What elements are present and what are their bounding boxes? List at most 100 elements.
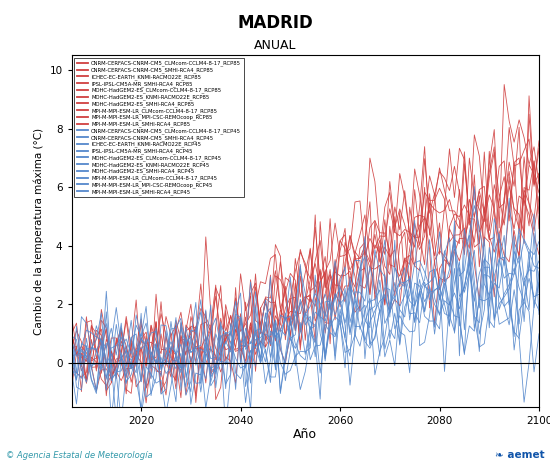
MOHC-HadGEM2-ES_SMHI-RCA4_RCP45 — [421, 280, 428, 285]
MOHC-HadGEM2-ES_KNMI-RACMO22E_RCP85 — [88, 358, 95, 364]
MOHC-HadGEM2-ES_CLMcom-CCLM4-8-17_RCP85 — [143, 385, 150, 390]
ICHEC-EC-EARTH_KNMI-RACMO22E_RCP45 — [536, 331, 542, 336]
MPI-M-MPI-ESM-LR_SMHI-RCA4_RCP45 — [158, 355, 164, 360]
ICHEC-EC-EARTH_KNMI-RACMO22E_RCP45 — [402, 333, 408, 338]
CNRM-CERFACS-CNRM-CM5_SMHI-RCA4_RCP85 — [526, 93, 532, 98]
MOHC-HadGEM2-ES_SMHI-RCA4_RCP85 — [153, 320, 159, 325]
ICHEC-EC-EARTH_KNMI-RACMO22E_RCP85 — [421, 215, 428, 220]
MPI-M-MPI-ESM-LR_SMHI-RCA4_RCP85 — [416, 228, 423, 234]
MOHC-HadGEM2-ES_KNMI-RACMO22E_RCP85 — [421, 144, 428, 149]
MPI-M-MPI-ESM-LR_CLMcom-CCLM4-8-17_RCP85 — [392, 297, 398, 302]
MOHC-HadGEM2-ES_SMHI-RCA4_RCP45 — [108, 416, 114, 422]
MOHC-HadGEM2-ES_KNMI-RACMO22E_RCP45 — [421, 277, 428, 282]
MPI-M-MPI-ESM-LR_MPI-CSC-REMOcoop_RCP45 — [531, 231, 537, 236]
CNRM-CERFACS-CNRM-CM5_CLMcom-CCLM4-8-17_RCP45 — [511, 233, 518, 239]
Text: ANUAL: ANUAL — [254, 39, 296, 52]
IPSL-IPSL-CM5A-MR_SMHI-RCA4_RCP85 — [392, 230, 398, 235]
MOHC-HadGEM2-ES_KNMI-RACMO22E_RCP45 — [416, 287, 423, 292]
Line: MOHC-HadGEM2-ES_CLMcom-CCLM4-8-17_RCP45: MOHC-HadGEM2-ES_CLMcom-CCLM4-8-17_RCP45 — [72, 198, 539, 421]
IPSL-IPSL-CM5A-MR_SMHI-RCA4_RCP45 — [471, 184, 477, 189]
CNRM-CERFACS-CNRM-CM5_CLMcom-CCLM4-8-17_RCP85 — [392, 293, 398, 299]
CNRM-CERFACS-CNRM-CM5_SMHI-RCA4_RCP45 — [68, 389, 75, 395]
IPSL-IPSL-CM5A-MR_SMHI-RCA4_RCP45 — [158, 322, 164, 328]
MOHC-HadGEM2-ES_CLMcom-CCLM4-8-17_RCP85 — [501, 82, 508, 87]
IPSL-IPSL-CM5A-MR_SMHI-RCA4_RCP45 — [392, 289, 398, 294]
MOHC-HadGEM2-ES_SMHI-RCA4_RCP45 — [402, 323, 408, 328]
CNRM-CERFACS-CNRM-CM5_SMHI-RCA4_RCP45 — [88, 346, 95, 352]
MOHC-HadGEM2-ES_SMHI-RCA4_RCP45 — [416, 291, 423, 297]
IPSL-IPSL-CM5A-MR_SMHI-RCA4_RCP85 — [153, 366, 159, 372]
CNRM-CERFACS-CNRM-CM5_SMHI-RCA4_RCP85 — [402, 256, 408, 262]
MPI-M-MPI-ESM-LR_MPI-CSC-REMOcoop_RCP45 — [93, 391, 100, 396]
MPI-M-MPI-ESM-LR_CLMcom-CCLM4-8-17_RCP45 — [68, 365, 75, 371]
MPI-M-MPI-ESM-LR_CLMcom-CCLM4-8-17_RCP85 — [421, 214, 428, 219]
IPSL-IPSL-CM5A-MR_SMHI-RCA4_RCP45 — [416, 283, 423, 289]
MPI-M-MPI-ESM-LR_SMHI-RCA4_RCP45 — [88, 376, 95, 382]
Line: MOHC-HadGEM2-ES_SMHI-RCA4_RCP45: MOHC-HadGEM2-ES_SMHI-RCA4_RCP45 — [72, 229, 539, 419]
Line: MPI-M-MPI-ESM-LR_CLMcom-CCLM4-8-17_RCP45: MPI-M-MPI-ESM-LR_CLMcom-CCLM4-8-17_RCP45 — [72, 236, 539, 410]
MPI-M-MPI-ESM-LR_MPI-CSC-REMOcoop_RCP45 — [158, 360, 164, 366]
CNRM-CERFACS-CNRM-CM5_SMHI-RCA4_RCP85 — [392, 265, 398, 270]
CNRM-CERFACS-CNRM-CM5_SMHI-RCA4_RCP85 — [416, 243, 423, 248]
MPI-M-MPI-ESM-LR_CLMcom-CCLM4-8-17_RCP85 — [68, 341, 75, 347]
Legend: CNRM-CERFACS-CNRM-CM5_CLMcom-CCLM4-8-17_RCP85, CNRM-CERFACS-CNRM-CM5_SMHI-RCA4_R: CNRM-CERFACS-CNRM-CM5_CLMcom-CCLM4-8-17_… — [74, 58, 244, 197]
MOHC-HadGEM2-ES_CLMcom-CCLM4-8-17_RCP85 — [416, 192, 423, 198]
MPI-M-MPI-ESM-LR_CLMcom-CCLM4-8-17_RCP85 — [536, 226, 542, 231]
MOHC-HadGEM2-ES_CLMcom-CCLM4-8-17_RCP45 — [506, 195, 513, 201]
MPI-M-MPI-ESM-LR_SMHI-RCA4_RCP85 — [158, 351, 164, 357]
ICHEC-EC-EARTH_KNMI-RACMO22E_RCP85 — [416, 223, 423, 228]
IPSL-IPSL-CM5A-MR_SMHI-RCA4_RCP85 — [173, 386, 179, 392]
IPSL-IPSL-CM5A-MR_SMHI-RCA4_RCP45 — [143, 395, 150, 400]
CNRM-CERFACS-CNRM-CM5_CLMcom-CCLM4-8-17_RCP45 — [416, 277, 423, 282]
Line: ICHEC-EC-EARTH_KNMI-RACMO22E_RCP85: ICHEC-EC-EARTH_KNMI-RACMO22E_RCP85 — [72, 161, 539, 387]
MPI-M-MPI-ESM-LR_CLMcom-CCLM4-8-17_RCP85 — [207, 371, 214, 376]
CNRM-CERFACS-CNRM-CM5_CLMcom-CCLM4-8-17_RCP85 — [88, 363, 95, 368]
ICHEC-EC-EARTH_KNMI-RACMO22E_RCP45 — [421, 284, 428, 289]
IPSL-IPSL-CM5A-MR_SMHI-RCA4_RCP85 — [421, 156, 428, 161]
ICHEC-EC-EARTH_KNMI-RACMO22E_RCP85 — [402, 284, 408, 290]
MOHC-HadGEM2-ES_CLMcom-CCLM4-8-17_RCP45 — [118, 419, 124, 424]
MPI-M-MPI-ESM-LR_MPI-CSC-REMOcoop_RCP85 — [402, 255, 408, 261]
MPI-M-MPI-ESM-LR_CLMcom-CCLM4-8-17_RCP45 — [88, 345, 95, 350]
MOHC-HadGEM2-ES_CLMcom-CCLM4-8-17_RCP85 — [402, 222, 408, 227]
MOHC-HadGEM2-ES_SMHI-RCA4_RCP85 — [88, 318, 95, 323]
MOHC-HadGEM2-ES_KNMI-RACMO22E_RCP85 — [536, 190, 542, 195]
CNRM-CERFACS-CNRM-CM5_CLMcom-CCLM4-8-17_RCP45 — [222, 426, 229, 432]
MOHC-HadGEM2-ES_SMHI-RCA4_RCP45 — [536, 308, 542, 313]
MOHC-HadGEM2-ES_SMHI-RCA4_RCP45 — [68, 334, 75, 340]
Line: IPSL-IPSL-CM5A-MR_SMHI-RCA4_RCP85: IPSL-IPSL-CM5A-MR_SMHI-RCA4_RCP85 — [72, 114, 539, 389]
MOHC-HadGEM2-ES_SMHI-RCA4_RCP45 — [158, 359, 164, 365]
ICHEC-EC-EARTH_KNMI-RACMO22E_RCP85 — [531, 158, 537, 164]
MPI-M-MPI-ESM-LR_CLMcom-CCLM4-8-17_RCP85 — [531, 158, 537, 164]
IPSL-IPSL-CM5A-MR_SMHI-RCA4_RCP85 — [68, 346, 75, 352]
MPI-M-MPI-ESM-LR_SMHI-RCA4_RCP45 — [392, 310, 398, 316]
MPI-M-MPI-ESM-LR_SMHI-RCA4_RCP85 — [68, 363, 75, 368]
MOHC-HadGEM2-ES_KNMI-RACMO22E_RCP85 — [426, 232, 433, 238]
IPSL-IPSL-CM5A-MR_SMHI-RCA4_RCP85 — [402, 227, 408, 232]
ICHEC-EC-EARTH_KNMI-RACMO22E_RCP45 — [68, 367, 75, 373]
IPSL-IPSL-CM5A-MR_SMHI-RCA4_RCP45 — [421, 299, 428, 304]
MOHC-HadGEM2-ES_SMHI-RCA4_RCP85 — [68, 346, 75, 351]
CNRM-CERFACS-CNRM-CM5_CLMcom-CCLM4-8-17_RCP45 — [153, 340, 159, 346]
IPSL-IPSL-CM5A-MR_SMHI-RCA4_RCP85 — [88, 323, 95, 328]
CNRM-CERFACS-CNRM-CM5_SMHI-RCA4_RCP85 — [536, 170, 542, 176]
MOHC-HadGEM2-ES_SMHI-RCA4_RCP45 — [392, 326, 398, 332]
Line: CNRM-CERFACS-CNRM-CM5_SMHI-RCA4_RCP85: CNRM-CERFACS-CNRM-CM5_SMHI-RCA4_RCP85 — [72, 96, 539, 395]
MOHC-HadGEM2-ES_SMHI-RCA4_RCP85 — [416, 213, 423, 218]
MOHC-HadGEM2-ES_KNMI-RACMO22E_RCP85 — [416, 204, 423, 210]
Text: © Agencia Estatal de Meteorología: © Agencia Estatal de Meteorología — [6, 451, 152, 460]
MOHC-HadGEM2-ES_CLMcom-CCLM4-8-17_RCP85 — [88, 361, 95, 366]
IPSL-IPSL-CM5A-MR_SMHI-RCA4_RCP45 — [68, 337, 75, 343]
ICHEC-EC-EARTH_KNMI-RACMO22E_RCP45 — [158, 374, 164, 379]
CNRM-CERFACS-CNRM-CM5_SMHI-RCA4_RCP85 — [68, 332, 75, 338]
MPI-M-MPI-ESM-LR_MPI-CSC-REMOcoop_RCP45 — [402, 280, 408, 286]
Line: MOHC-HadGEM2-ES_SMHI-RCA4_RCP85: MOHC-HadGEM2-ES_SMHI-RCA4_RCP85 — [72, 152, 539, 400]
ICHEC-EC-EARTH_KNMI-RACMO22E_RCP45 — [93, 361, 100, 367]
MPI-M-MPI-ESM-LR_CLMcom-CCLM4-8-17_RCP85 — [416, 267, 423, 273]
MPI-M-MPI-ESM-LR_MPI-CSC-REMOcoop_RCP85 — [421, 262, 428, 267]
MOHC-HadGEM2-ES_CLMcom-CCLM4-8-17_RCP45 — [402, 304, 408, 310]
MPI-M-MPI-ESM-LR_CLMcom-CCLM4-8-17_RCP85 — [402, 256, 408, 261]
MPI-M-MPI-ESM-LR_MPI-CSC-REMOcoop_RCP85 — [192, 400, 199, 405]
MOHC-HadGEM2-ES_KNMI-RACMO22E_RCP45 — [113, 417, 119, 422]
MOHC-HadGEM2-ES_KNMI-RACMO22E_RCP85 — [68, 331, 75, 337]
